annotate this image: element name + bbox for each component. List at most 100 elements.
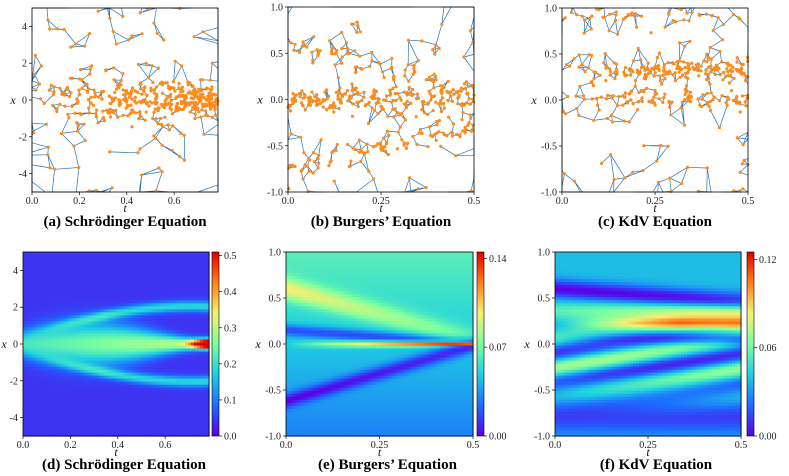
- collocation-point: [622, 17, 626, 21]
- heatmap-cell: [53, 396, 57, 401]
- heatmap-cell: [86, 264, 90, 268]
- heatmap-cell: [110, 318, 114, 322]
- heatmap-cell: [62, 351, 66, 356]
- heatmap-cell: [92, 330, 96, 335]
- heatmap-cell: [77, 297, 81, 301]
- collocation-point: [91, 103, 96, 108]
- heatmap-cell: [146, 393, 150, 398]
- collocation-point: [162, 103, 166, 107]
- heatmap-cell: [77, 378, 81, 383]
- heatmap-cell: [191, 351, 195, 356]
- collocation-point: [681, 60, 686, 64]
- collocation-point: [675, 60, 679, 64]
- heatmap-cell: [140, 399, 144, 404]
- heatmap-cell: [104, 357, 108, 362]
- heatmap-cell: [47, 297, 51, 301]
- heatmap-cell: [104, 270, 108, 274]
- collocation-point: [385, 129, 390, 133]
- heatmap-cell: [140, 390, 144, 395]
- heatmap-cell: [92, 306, 96, 310]
- collocation-point: [412, 67, 416, 71]
- heatmap-cell: [68, 255, 72, 259]
- heatmap-cell: [176, 417, 180, 422]
- heatmap-cell: [98, 351, 102, 356]
- collocation-point: [337, 106, 341, 111]
- heatmap-cell: [50, 426, 54, 431]
- heatmap-cell: [185, 417, 189, 422]
- heatmap-cell: [110, 366, 114, 371]
- heatmap-cell: [152, 354, 156, 359]
- collocation-point: [144, 110, 148, 114]
- collocation-point: [79, 67, 83, 72]
- heatmap-cell: [125, 417, 129, 422]
- heatmap-cell: [95, 258, 99, 262]
- heatmap-cell: [146, 396, 150, 401]
- heatmap-cell: [173, 264, 177, 268]
- heatmap-cell: [140, 381, 144, 386]
- collocation-point: [607, 29, 611, 33]
- heatmap-cell: [179, 369, 183, 374]
- heatmap-cell: [50, 270, 54, 274]
- heatmap-cell: [47, 369, 51, 374]
- collocation-point: [152, 91, 156, 95]
- heatmap-cell: [98, 348, 102, 353]
- heatmap-cell: [77, 351, 81, 356]
- heatmap-cell: [161, 396, 165, 401]
- heatmap-cell: [146, 336, 150, 341]
- heatmap-cell: [44, 360, 48, 365]
- heatmap-cell: [158, 405, 162, 410]
- collocation-point: [426, 145, 430, 149]
- collocation-point: [462, 55, 466, 59]
- heatmap-cell: [77, 432, 81, 437]
- heatmap-cell: [170, 348, 174, 353]
- heatmap-cell: [29, 351, 33, 356]
- heatmap-cell: [110, 261, 114, 265]
- heatmap-cell: [149, 381, 153, 386]
- heatmap-cell: [23, 309, 27, 313]
- heatmap-cell: [188, 285, 192, 289]
- heatmap-cell: [41, 417, 45, 422]
- heatmap-cell: [56, 306, 60, 310]
- heatmap-cell: [134, 255, 138, 259]
- collocation-point: [323, 90, 327, 94]
- heatmap-cell: [38, 258, 42, 262]
- heatmap-cell: [41, 330, 45, 335]
- heatmap-cell: [167, 375, 171, 380]
- y-tick-label: -2: [19, 132, 27, 143]
- heatmap-cell: [101, 414, 105, 419]
- heatmap-cell: [131, 291, 135, 295]
- heatmap-cell: [182, 261, 186, 265]
- heatmap-cell: [152, 426, 156, 431]
- heatmap-cell: [62, 429, 66, 434]
- collocation-point: [308, 95, 312, 99]
- heatmap-cell: [29, 291, 33, 295]
- heatmap-cell: [158, 252, 162, 256]
- heatmap-cell: [62, 330, 66, 335]
- collocation-point: [94, 112, 98, 116]
- heatmap-cell: [104, 285, 108, 289]
- heatmap-cell: [92, 336, 96, 341]
- heatmap-cell: [158, 402, 162, 407]
- heatmap-cell: [80, 294, 84, 298]
- heatmap-cell: [77, 429, 81, 434]
- heatmap-cell: [116, 327, 120, 332]
- collocation-point: [421, 103, 425, 107]
- heatmap-cell: [29, 381, 33, 386]
- heatmap-cell: [131, 297, 135, 301]
- heatmap-cell: [95, 297, 99, 301]
- heatmap-cell: [137, 312, 141, 316]
- heatmap-cell: [44, 393, 48, 398]
- heatmap-cell: [125, 288, 129, 292]
- heatmap-cell: [179, 255, 183, 259]
- heatmap-cell: [29, 417, 33, 422]
- heatmap-cell: [107, 273, 111, 277]
- heatmap-cell: [65, 393, 69, 398]
- heatmap-cell: [101, 336, 105, 341]
- panel-b: 0.0 0.25 0.51.00.50.0-0.5-1.0xt(b) Burgers…: [256, 3, 480, 231]
- collocation-point: [664, 70, 668, 74]
- heatmap-cell: [107, 270, 111, 274]
- heatmap-cell: [176, 354, 180, 359]
- heatmap-cell: [41, 432, 45, 437]
- collocation-point: [432, 72, 436, 76]
- collocation-point: [583, 70, 587, 74]
